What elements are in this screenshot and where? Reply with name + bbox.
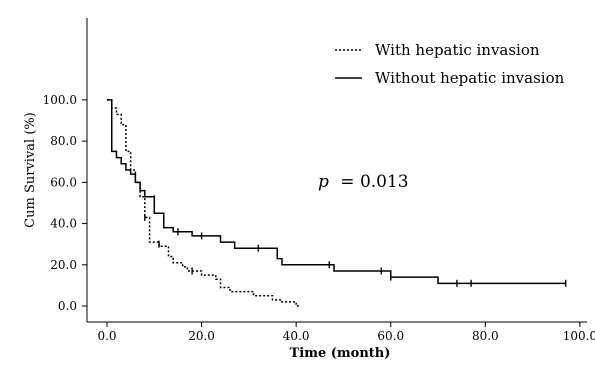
series-layer — [107, 99, 567, 307]
x-tick-label: 100.0 — [563, 329, 595, 343]
y-axis-label: Cum Survival (%) — [23, 112, 38, 228]
x-tick-label: 0.0 — [97, 329, 116, 343]
p-value-text: = 0.013 — [340, 172, 408, 192]
series-line-without-hepatic-invasion — [107, 99, 566, 285]
y-tick-label: 100.0 — [43, 93, 77, 107]
p-value-annotation: p = 0.013 — [318, 172, 409, 192]
series-line-with-hepatic-invasion — [107, 99, 301, 307]
x-tick-label: 80.0 — [472, 329, 499, 343]
axes: 0.0 20.0 40.0 60.0 80.0 100.0 0.0 20.0 40.0 60.0 8… — [43, 18, 595, 343]
x-tick-label: 20.0 — [188, 329, 215, 343]
legend-label-without-hepatic-invasion: Without hepatic invasion — [375, 69, 565, 87]
y-tick-label: 40.0 — [50, 217, 77, 231]
x-tick-label: 60.0 — [377, 329, 404, 343]
p-symbol: p — [318, 172, 329, 192]
y-tick-label: 0.0 — [58, 299, 77, 313]
y-tick-label: 80.0 — [50, 134, 77, 148]
x-axis-label: Time (month) — [290, 346, 391, 361]
legend: With hepatic invasion Without hepatic inv… — [335, 41, 565, 87]
y-tick-label: 20.0 — [50, 258, 77, 272]
y-tick-label: 60.0 — [50, 175, 77, 189]
legend-label-with-hepatic-invasion: With hepatic invasion — [375, 41, 540, 59]
x-tick-label: 40.0 — [283, 329, 310, 343]
